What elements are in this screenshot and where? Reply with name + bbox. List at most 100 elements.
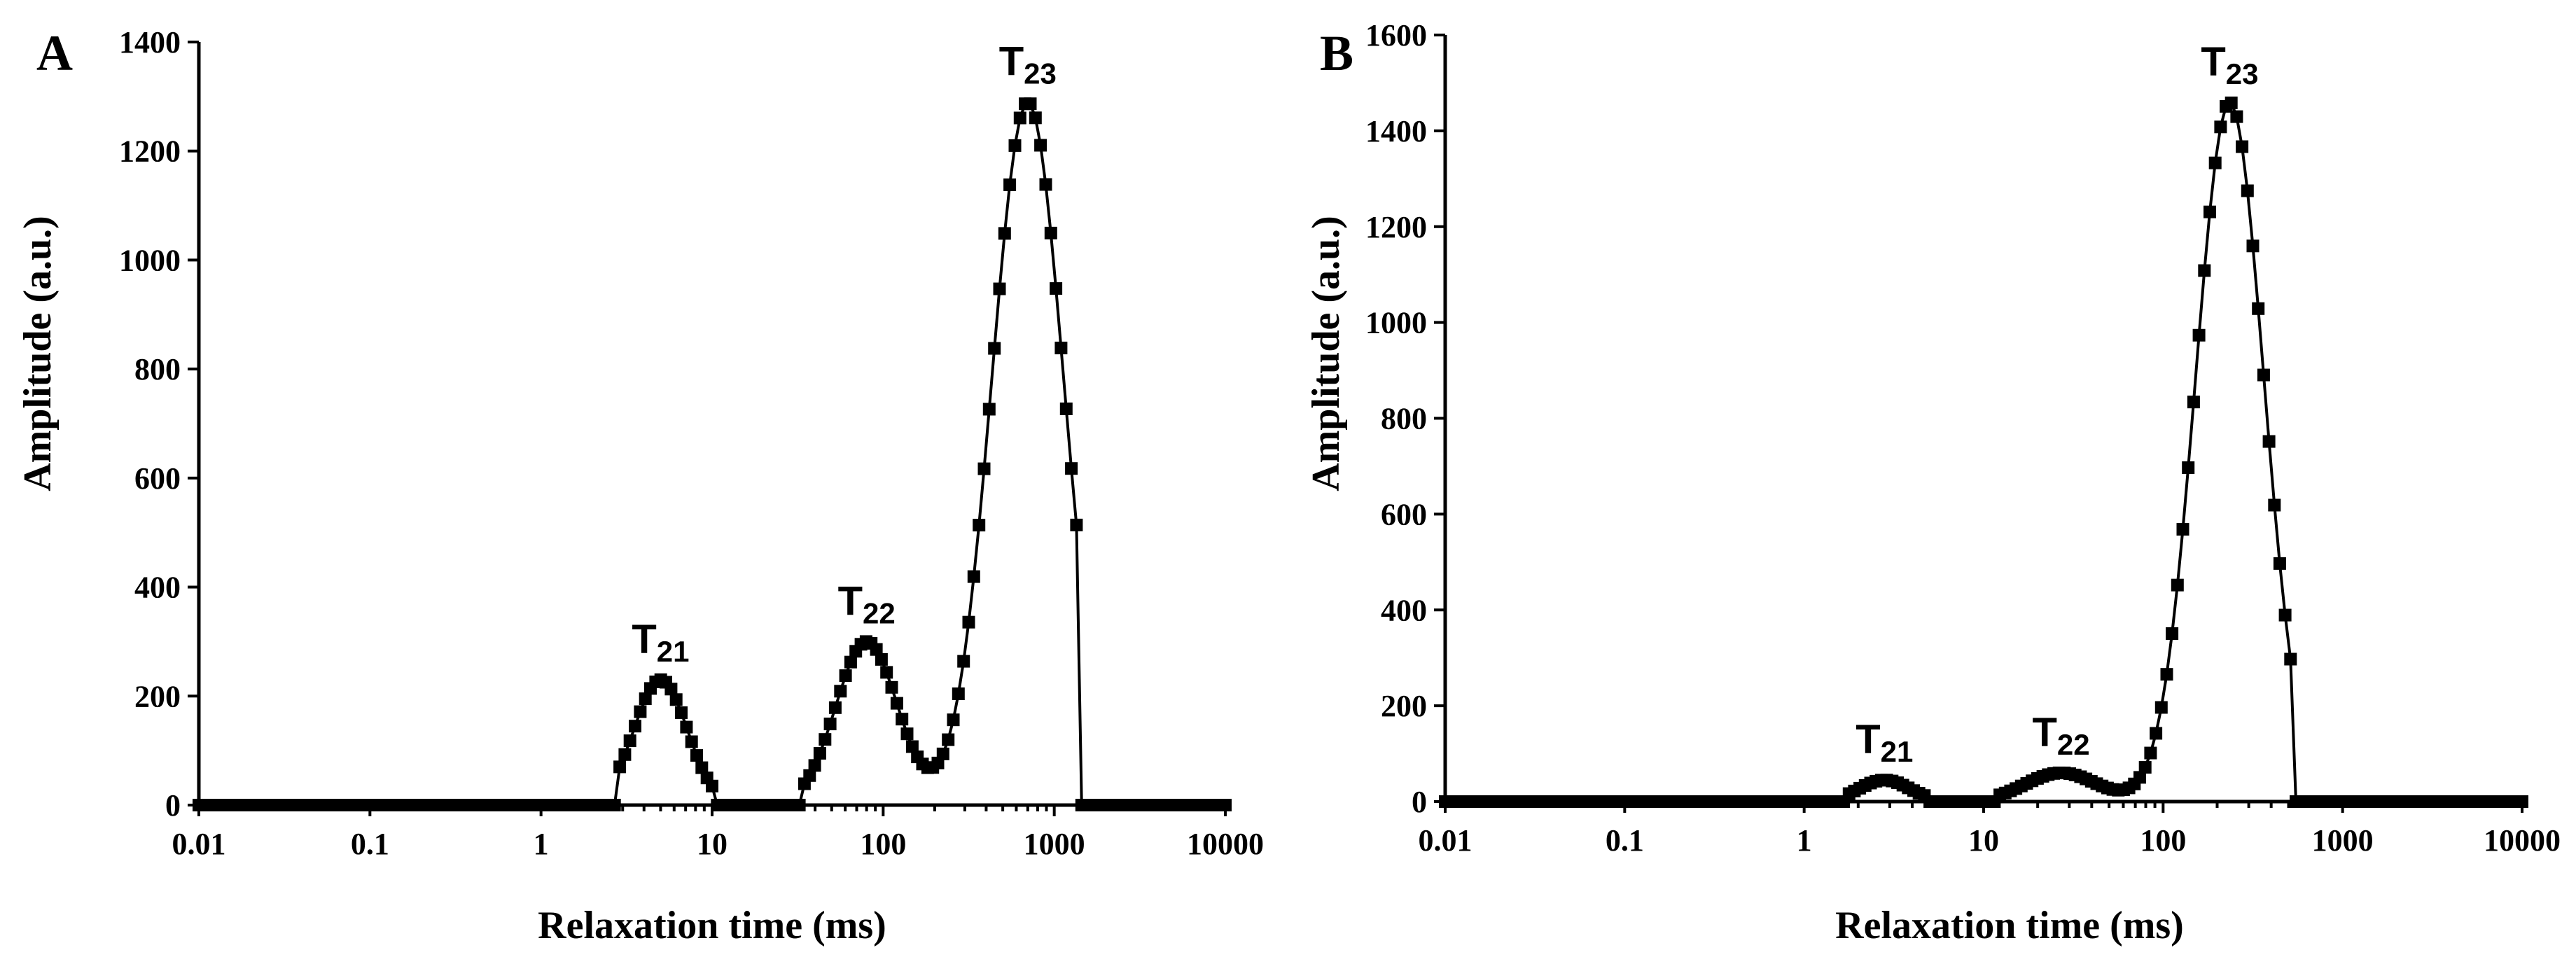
panel-a-data-point <box>998 227 1011 240</box>
panel-b-peak-label-sub: 21 <box>1881 735 1914 768</box>
panel-a-peak-label-t22: T22 <box>838 578 896 629</box>
panel-b-y-tick-label: 0 <box>1412 785 1427 819</box>
panel-a-data-point <box>900 727 914 741</box>
panel-a-data-point <box>1003 178 1017 191</box>
panel-a-peak-label-sub: 23 <box>1024 57 1057 90</box>
panel-a-data-point <box>936 747 949 760</box>
panel-b-data-point <box>2166 627 2179 640</box>
panel-a-data-point <box>808 759 821 772</box>
panel-b-y-tick-label: 1200 <box>1365 210 1427 244</box>
panel-a-data-point <box>639 692 652 706</box>
panel-b-data-point <box>2278 608 2292 622</box>
panel-a-data-point <box>839 669 852 683</box>
panel-b-y-tick-label: 200 <box>1381 689 1427 723</box>
panel-a-data-point <box>793 799 806 811</box>
panel-a-data-point <box>819 733 832 746</box>
panel-a-data-point <box>1054 342 1068 355</box>
panel-a-data-point <box>870 643 883 656</box>
panel-a-x-tick-label: 0.1 <box>351 827 389 861</box>
panel-b-data-point <box>2268 498 2281 512</box>
panel-a-data-point <box>942 733 955 746</box>
panel-a-y-tick-label: 1200 <box>119 134 181 169</box>
panel-a-data-point <box>982 403 996 416</box>
panel-a-series <box>193 97 1232 811</box>
panel-a-data-point <box>977 462 991 475</box>
panel-a-data-point <box>880 666 893 679</box>
panel-a-data-point <box>988 342 1001 355</box>
panel-a-data-point <box>1013 111 1026 125</box>
panel-b-peak-label-sub: 23 <box>2226 57 2259 90</box>
panel-a-data-point <box>885 680 898 694</box>
panel-b-data-point <box>2225 96 2238 109</box>
panel-b-data-point <box>2154 701 2168 714</box>
panel-b-y-tick-label: 1400 <box>1365 114 1427 148</box>
panel-a-y-tick-label: 1000 <box>119 243 181 277</box>
panel-b-y-axis-title: Amplitude (a.u.) <box>1304 216 1348 491</box>
panel-a-data-point <box>844 655 857 669</box>
panel-a-data-point <box>1024 97 1037 111</box>
panel-a-data-point <box>947 713 960 727</box>
panel-b-letter: B <box>1320 25 1353 81</box>
panel-a-data-point <box>813 747 826 760</box>
panel-a-data-point <box>967 570 980 583</box>
panel-a-data-point <box>1034 139 1047 152</box>
panel-b: B 0.01 0.1 1 10 100 1000 10000 0 200 400 600 800 100… <box>1304 18 2561 947</box>
panel-b-x-tick-label: 1000 <box>2312 823 2374 858</box>
panel-a-peak-label-sub: 21 <box>657 635 690 668</box>
panel-b-data-point <box>2198 264 2211 277</box>
panel-a-y-tick-label: 1400 <box>119 25 181 60</box>
panel-a-data-point <box>875 652 888 666</box>
panel-a-data-point <box>669 693 683 706</box>
panel-a-data-point <box>1039 178 1052 191</box>
panel-b-data-point <box>2182 461 2195 474</box>
panel-a-data-point <box>695 761 709 774</box>
panel-b-peak-label-t23: T23 <box>2201 39 2258 90</box>
panel-a-data-point <box>1059 403 1073 415</box>
panel-b-data-point <box>2208 156 2222 169</box>
panel-b-x-tick-label: 0.1 <box>1606 823 1644 858</box>
panel-a-data-point <box>664 683 678 696</box>
panel-a-data-point <box>823 718 837 731</box>
panel-a-data-point <box>1070 518 1083 531</box>
panel-a-peak-label-base: T <box>999 39 1024 85</box>
panel-a-data-point <box>1008 139 1022 152</box>
panel-a-x-tick-label: 1000 <box>1024 827 1085 861</box>
panel-b-data-point <box>2516 795 2528 808</box>
panel-a-data-point <box>890 697 903 710</box>
panel-a-data-point <box>675 706 688 719</box>
panel-a-data-point <box>685 735 698 748</box>
panel-a-data-point <box>957 655 970 668</box>
panel-a-data-point <box>1044 226 1057 239</box>
panel-a-data-point <box>834 685 847 698</box>
panel-a-data-point <box>1065 462 1078 475</box>
panel-a-data-point <box>634 705 647 718</box>
panel-b-peak-label-t21: T21 <box>1856 717 1913 768</box>
panel-b-y-tick-label: 1600 <box>1365 18 1427 53</box>
panel-a-data-point <box>690 749 703 762</box>
panel-b-data-point <box>2192 328 2206 342</box>
panel-a-y-tick-label: 0 <box>165 788 181 823</box>
panel-a-data-point <box>613 760 627 774</box>
panel-b-data-point <box>2257 368 2270 382</box>
panel-b-peak-label-t22: T22 <box>2032 710 2089 761</box>
panel-b-data-point <box>2273 557 2286 570</box>
panel-a-data-point <box>962 615 975 629</box>
panel-b-data-point <box>2171 578 2184 592</box>
panel-a-y-tick-label: 800 <box>134 352 181 386</box>
panel-b-data-point <box>2262 435 2276 448</box>
panel-b-x-tick-label: 10 <box>1968 823 1999 858</box>
panel-b-y-tick-label: 1000 <box>1365 306 1427 340</box>
panel-a-data-point <box>680 720 693 734</box>
panel-a: A 0.01 0.1 1 10 100 1000 10000 0 200 400 600 800 100… <box>16 25 1264 947</box>
panel-b-peak-label-base: T <box>2201 39 2225 85</box>
panel-b-data-point <box>2144 746 2157 760</box>
panel-a-y-tick-label: 200 <box>134 679 181 713</box>
panel-a-peak-label-t23: T23 <box>999 39 1057 90</box>
panel-b-data-point <box>2203 205 2216 218</box>
panel-b-data-point <box>2187 396 2200 409</box>
panel-b-peak-label-base: T <box>2032 710 2056 755</box>
panel-a-peak-label-base: T <box>838 578 863 624</box>
panel-a-peak-label-t21: T21 <box>632 617 689 668</box>
